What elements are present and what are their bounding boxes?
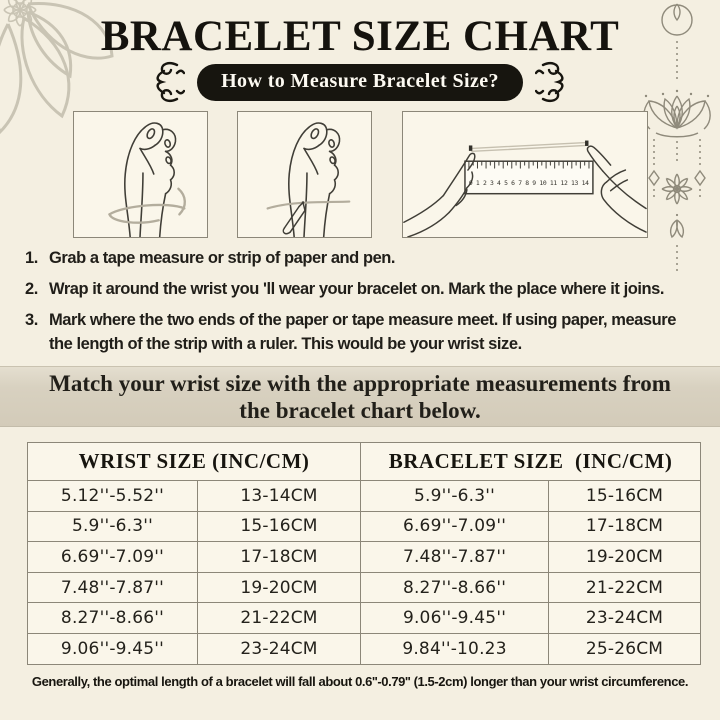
size-chart-table: WRIST SIZE (INC/CM) BRACELET SIZE (INC/C…: [26, 442, 702, 665]
table-cell: 9.84''-10.23: [360, 632, 550, 665]
table-row: 5.12''-5.52'' 13-14CM 5.9''-6.3'' 15-16CM: [27, 480, 702, 512]
instruction-number: 1.: [25, 249, 38, 267]
table-cell: 17-18CM: [548, 510, 702, 543]
instruction-number: 2.: [25, 279, 38, 298]
banner-text: Match your wrist size with the appropria…: [49, 370, 671, 423]
illustration-wrist-tape: [73, 111, 208, 238]
instruction-text: Grab a tape measure or strip of paper an…: [49, 249, 396, 267]
subtitle-badge-row: How to Measure Bracelet Size?: [0, 60, 720, 104]
wrist-size-header: WRIST SIZE (INC/CM): [26, 442, 362, 481]
table-cell: 25-26CM: [548, 632, 702, 665]
table-cell: 5.9''-6.3'': [360, 480, 550, 512]
table-cell: 8.27''-8.66'': [27, 602, 198, 634]
ruler-numbers: 0 1 2 3 4 5 6 7 8 9 10 11 12 13 14: [469, 179, 589, 187]
instruction-text: Wrap it around the wrist you 'll wear yo…: [49, 279, 664, 298]
illustration-mark-pen: [237, 111, 372, 238]
table-row: 7.48''-7.87'' 19-20CM 8.27''-8.66'' 21-22CM: [27, 571, 702, 604]
instruction-item: 3. Mark where the two ends of the paper o…: [25, 309, 703, 357]
table-row: 8.27''-8.66'' 21-22CM 9.06''-9.45'' 23-24CM: [27, 602, 702, 634]
instruction-number: 3.: [25, 310, 38, 329]
match-size-banner: Match your wrist size with the appropria…: [0, 366, 720, 427]
table-cell: 21-22CM: [548, 571, 702, 604]
table-header-row: WRIST SIZE (INC/CM) BRACELET SIZE (INC/C…: [26, 442, 702, 481]
page-title: BRACELET SIZE CHART: [100, 13, 620, 60]
table-row: 9.06''-9.45'' 23-24CM 9.84''-10.23 25-26CM: [27, 632, 702, 665]
how-to-measure-badge: How to Measure Bracelet Size?: [197, 63, 523, 101]
illustration-ruler-measure: 0 1 2 3 4 5 6 7 8 9 10 11 12 13 14: [402, 111, 648, 238]
instruction-item: 1. Grab a tape measure or strip of paper …: [25, 247, 703, 271]
table-cell: 8.27''-8.66'': [360, 571, 550, 604]
size-table-body: 5.12''-5.52'' 13-14CM 5.9''-6.3'' 15-16CM 5.…: [27, 480, 702, 665]
footer-note: Generally, the optimal length of a brace…: [31, 674, 689, 689]
table-cell: 6.69''-7.09'': [27, 541, 198, 573]
table-row: 5.9''-6.3'' 15-16CM 6.69''-7.09'' 17-18CM: [27, 510, 702, 543]
flourish-right-icon: [534, 62, 564, 102]
table-cell: 17-18CM: [196, 541, 362, 573]
table-cell: 9.06''-9.45'': [360, 602, 550, 634]
table-cell: 15-16CM: [548, 480, 702, 512]
table-cell: 19-20CM: [196, 571, 362, 604]
table-cell: 9.06''-9.45'': [27, 632, 198, 665]
table-cell: 5.9''-6.3'': [27, 510, 198, 543]
table-cell: 7.48''-7.87'': [27, 571, 198, 604]
instruction-item: 2. Wrap it around the wrist you 'll wear …: [25, 278, 703, 302]
table-cell: 23-24CM: [196, 632, 362, 665]
table-cell: 19-20CM: [548, 541, 702, 573]
table-cell: 21-22CM: [196, 602, 362, 634]
table-cell: 23-24CM: [548, 602, 702, 634]
bracelet-size-header: BRACELET SIZE (INC/CM): [360, 442, 702, 481]
table-row: 6.69''-7.09'' 17-18CM 7.48''-7.87'' 19-20CM: [27, 541, 702, 573]
table-cell: 5.12''-5.52'': [27, 480, 198, 512]
instruction-text: Mark where the two ends of the paper or …: [49, 310, 676, 353]
table-cell: 7.48''-7.87'': [360, 541, 550, 573]
table-cell: 6.69''-7.09'': [360, 510, 550, 543]
table-cell: 15-16CM: [196, 510, 362, 543]
flourish-left-icon: [156, 62, 186, 102]
instruction-list: 1. Grab a tape measure or strip of paper …: [25, 247, 703, 357]
table-cell: 13-14CM: [196, 480, 362, 512]
